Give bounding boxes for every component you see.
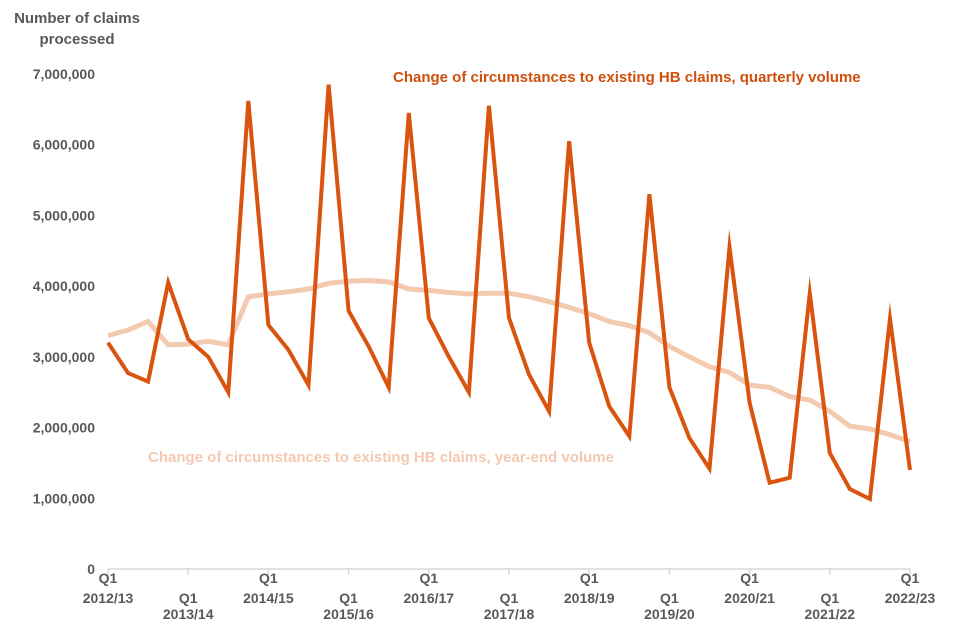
x-tick-year-label: 2016/17 [403, 590, 454, 606]
x-tick-year-label: 2021/22 [804, 606, 855, 622]
x-tick-quarter-label: Q1 [179, 590, 198, 606]
x-tick-quarter-label: Q1 [339, 590, 358, 606]
y-axis-title: Number of claims processed [14, 10, 140, 48]
x-tick-quarter-label: Q1 [500, 590, 519, 606]
year-end-volume-line [107, 277, 911, 445]
x-tick-quarter-label: Q1 [580, 570, 599, 586]
y-tick-label: 1,000,000 [33, 490, 95, 506]
x-tick-year-label: 2017/18 [484, 606, 535, 622]
y-tick-label: 2,000,000 [33, 420, 95, 436]
x-tick-quarter-label: Q1 [660, 590, 679, 606]
x-tick-year-label: 2019/20 [644, 606, 695, 622]
x-tick-year-label: 2015/16 [323, 606, 374, 622]
x-tick-quarter-label: Q1 [740, 570, 759, 586]
quarterly-series-annotation: Change of circumstances to existing HB c… [393, 69, 861, 86]
x-tick-quarter-label: Q1 [99, 570, 118, 586]
x-tick-year-label: 2014/15 [243, 590, 294, 606]
y-tick-label: 3,000,000 [33, 349, 95, 365]
quarterly-volume-line [106, 84, 912, 503]
y-tick-label: 4,000,000 [33, 278, 95, 294]
x-tick-quarter-label: Q1 [901, 570, 920, 586]
x-tick-quarter-label: Q1 [419, 570, 438, 586]
x-tick-year-label: 2013/14 [163, 606, 214, 622]
year-end-series-annotation: Change of circumstances to existing HB c… [148, 449, 614, 466]
x-tick-quarter-label: Q1 [820, 590, 839, 606]
y-tick-label: 5,000,000 [33, 207, 95, 223]
x-tick-year-label: 2012/13 [83, 590, 134, 606]
y-tick-label: 0 [87, 561, 95, 577]
x-tick-quarter-label: Q1 [259, 570, 278, 586]
x-tick-year-label: 2022/23 [885, 590, 936, 606]
x-tick-year-label: 2018/19 [564, 590, 615, 606]
y-tick-label: 7,000,000 [33, 66, 95, 82]
y-tick-label: 6,000,000 [33, 137, 95, 153]
y-axis-ticks: 0 1,000,000 2,000,000 3,000,000 4,000,000 5,0… [33, 66, 96, 577]
series-layer [106, 84, 912, 503]
x-tick-year-label: 2020/21 [724, 590, 775, 606]
